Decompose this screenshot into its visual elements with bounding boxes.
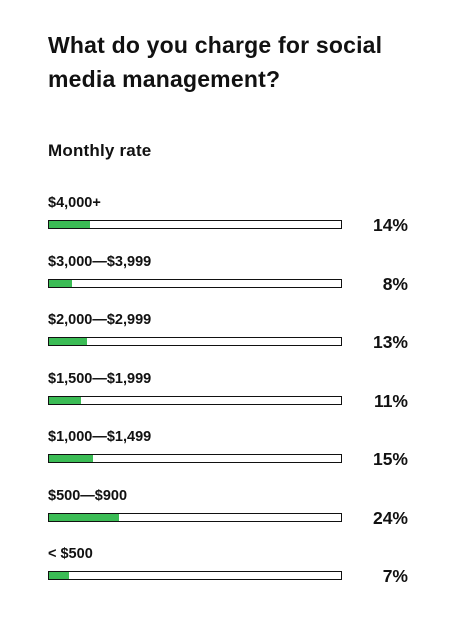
bar-row: $500—$900 24% xyxy=(48,488,418,547)
bar-row: $4,000+ 14% xyxy=(48,195,418,254)
value-label: 13% xyxy=(372,332,408,352)
value-label: 24% xyxy=(372,507,408,528)
bar-row: < $500 7% xyxy=(48,546,418,605)
bar-chart: $4,000+ 14% $3,000—$3,999 8% $2,000—$2,999 13… xyxy=(48,195,418,605)
bar-track xyxy=(48,220,342,229)
category-label: < $500 xyxy=(48,546,93,562)
bar-track xyxy=(48,571,342,580)
bar-track xyxy=(48,337,342,346)
category-label: $1,500—$1,999 xyxy=(48,370,152,387)
bar xyxy=(49,455,93,462)
value-label: 8% xyxy=(382,273,408,294)
bar-row: $1,000—$1,499 15% xyxy=(48,429,418,488)
value-label: 11% xyxy=(373,390,408,411)
bar-row: $2,000—$2,999 13% xyxy=(48,312,418,371)
bar xyxy=(49,572,70,579)
bar xyxy=(49,338,87,345)
bar xyxy=(49,279,73,287)
value-label: 7% xyxy=(382,566,408,586)
bar-track xyxy=(48,395,342,405)
chart-subtitle: Monthly rate xyxy=(48,141,152,160)
value-label: 15% xyxy=(372,449,408,469)
chart-title: What do you charge for social media mana… xyxy=(48,32,383,92)
bar xyxy=(49,396,82,404)
bar-track xyxy=(48,454,342,463)
category-label: $1,000—$1,499 xyxy=(48,429,152,445)
bar-track xyxy=(48,278,342,288)
category-label: $2,000—$2,999 xyxy=(48,312,152,328)
bar xyxy=(49,221,90,228)
bar xyxy=(49,513,120,521)
value-label: 14% xyxy=(372,215,408,235)
category-label: $4,000+ xyxy=(48,195,101,211)
category-label: $3,000—$3,999 xyxy=(48,253,152,270)
category-label: $500—$900 xyxy=(48,487,128,504)
bar-row: $1,500—$1,999 11% xyxy=(48,371,418,430)
bar-track xyxy=(48,512,342,522)
bar-row: $3,000—$3,999 8% xyxy=(48,254,418,313)
